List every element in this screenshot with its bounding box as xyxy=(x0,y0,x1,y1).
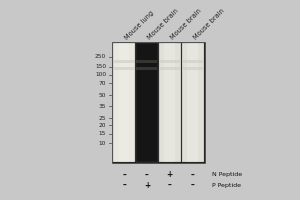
Text: 20: 20 xyxy=(99,123,106,128)
Bar xyxy=(113,67,135,70)
Bar xyxy=(164,43,175,162)
Bar xyxy=(136,67,158,70)
Text: +: + xyxy=(144,181,150,190)
Bar xyxy=(188,43,198,162)
Text: Mouse brain: Mouse brain xyxy=(170,8,203,41)
Text: 100: 100 xyxy=(95,72,106,77)
Bar xyxy=(112,42,205,163)
Text: Mouse lung: Mouse lung xyxy=(124,10,155,41)
Text: –: – xyxy=(122,181,126,190)
Text: +: + xyxy=(167,170,173,179)
Text: 70: 70 xyxy=(99,81,106,86)
Text: 150: 150 xyxy=(95,64,106,69)
Text: 50: 50 xyxy=(99,93,106,98)
Bar xyxy=(159,67,180,70)
Text: 25: 25 xyxy=(99,116,106,121)
Text: 15: 15 xyxy=(99,131,106,136)
Text: 250: 250 xyxy=(95,54,106,59)
Bar xyxy=(113,43,135,162)
Text: –: – xyxy=(145,170,149,179)
Bar xyxy=(119,43,129,162)
Bar xyxy=(159,43,181,162)
Text: –: – xyxy=(191,170,195,179)
Bar xyxy=(136,43,158,162)
Text: –: – xyxy=(168,181,172,190)
Text: P Peptide: P Peptide xyxy=(212,183,241,188)
Text: Mouse brain: Mouse brain xyxy=(147,8,180,41)
Bar xyxy=(182,67,203,70)
Bar xyxy=(113,60,135,63)
Bar xyxy=(182,60,203,63)
Bar xyxy=(182,43,203,162)
Text: –: – xyxy=(122,170,126,179)
Bar xyxy=(136,60,158,63)
Text: N Peptide: N Peptide xyxy=(212,172,242,177)
Bar xyxy=(159,60,180,63)
Text: –: – xyxy=(191,181,195,190)
Text: 10: 10 xyxy=(99,141,106,146)
Text: Mouse brain: Mouse brain xyxy=(193,8,226,41)
Text: 35: 35 xyxy=(99,104,106,109)
